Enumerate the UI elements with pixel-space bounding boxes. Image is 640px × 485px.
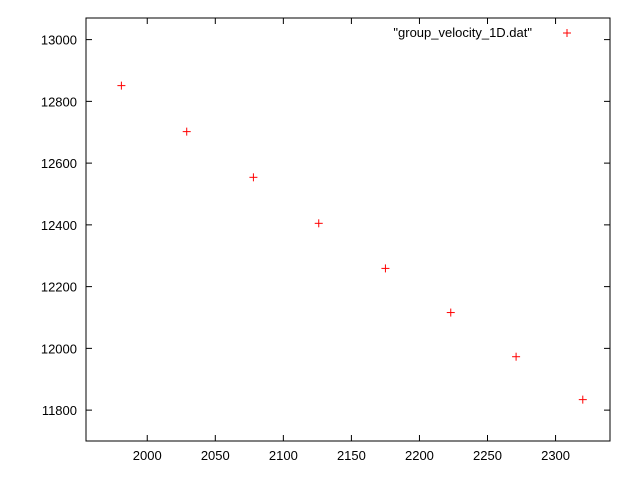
data-point [446,308,455,317]
data-point [117,81,126,90]
x-tick-label: 2250 [473,448,502,463]
x-tick-label: 2200 [405,448,434,463]
y-tick-label: 12200 [41,280,77,295]
x-tick-label: 2000 [133,448,162,463]
x-axis-ticks: 2000 2050 2100 2150 2200 2250 2300 [133,18,570,463]
data-point [249,173,258,182]
legend-label: "group_velocity_1D.dat" [393,25,532,40]
y-axis-ticks: 11800 12000 12200 12400 12600 12800 13000 [41,33,610,418]
legend-marker [563,29,571,37]
data-point [381,264,390,273]
data-points [117,81,587,404]
y-tick-label: 12400 [41,218,77,233]
y-tick-label: 11800 [42,403,77,418]
y-tick-label: 12800 [41,94,77,109]
legend-marker-plus [563,29,571,37]
legend: "group_velocity_1D.dat" [393,25,571,40]
x-tick-label: 2300 [541,448,570,463]
plot-frame [85,17,611,442]
data-point [578,395,587,404]
x-tick-label: 2100 [269,448,298,463]
y-tick-label: 12000 [41,341,77,356]
x-tick-label: 2150 [337,448,366,463]
data-point [314,219,323,228]
y-tick-label: 13000 [41,33,77,48]
x-tick-label: 2050 [201,448,230,463]
y-tick-label: 12600 [41,156,77,171]
data-point [512,352,521,361]
data-point [182,127,191,136]
